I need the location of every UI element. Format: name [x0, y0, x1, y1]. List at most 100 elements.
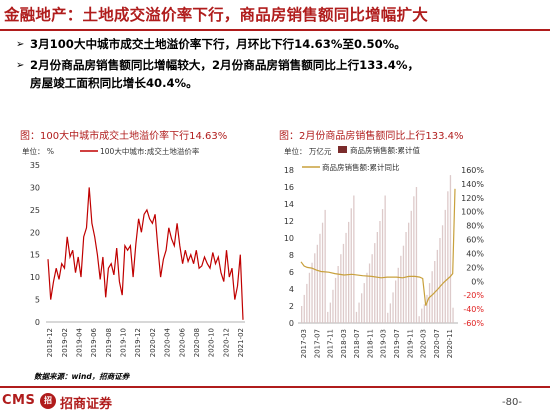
yoy-growth-line — [300, 188, 456, 306]
right-chart-title: 图：2月份商品房销售额同比上行133.4% — [279, 131, 464, 142]
cumulative-sales-bar — [350, 208, 352, 324]
cumulative-sales-bar — [410, 210, 412, 323]
logo-cms-text: CMS — [2, 393, 36, 408]
x-tick-label: 2018-11 — [366, 329, 374, 358]
x-tick-label: 2019-12 — [134, 328, 142, 357]
cumulative-sales-bar — [355, 311, 358, 323]
land-premium-chart: 单位： % 100大中城市:成交土地溢价率 0 5 10 15 20 25 30 35 2018-1… — [22, 146, 245, 357]
cumulative-sales-bar — [337, 266, 339, 323]
cumulative-sales-bar — [340, 254, 342, 323]
cumulative-sales-bar — [397, 267, 399, 324]
y-tick-label: 20 — [30, 228, 40, 237]
cumulative-sales-bar — [368, 263, 371, 323]
cumulative-sales-bar — [444, 209, 446, 323]
cumulative-sales-bar — [361, 293, 363, 324]
cumulative-sales-bar — [431, 271, 433, 323]
x-tick-label: 2018-12 — [46, 328, 54, 357]
cumulative-sales-bar — [345, 232, 347, 323]
y-left-tick-label: 6 — [289, 268, 294, 277]
unit-label: 单位： 万亿元 — [284, 146, 332, 156]
x-tick-label: 2019-10 — [120, 328, 128, 357]
cumulative-sales-bar — [314, 253, 316, 323]
cumulative-sales-bar — [353, 195, 355, 323]
x-tick-label: 2019-11 — [406, 329, 414, 358]
x-tick-label: 2019-08 — [105, 328, 113, 357]
y-tick-label: 30 — [30, 183, 40, 192]
title-divider — [0, 29, 550, 31]
cumulative-sales-bar — [311, 262, 313, 323]
cumulative-sales-bar — [387, 312, 389, 323]
cumulative-sales-bar — [447, 191, 449, 324]
cumulative-sales-bar — [449, 175, 452, 323]
cumulative-sales-bar — [439, 238, 441, 323]
y-right-tick-label: 140% — [461, 180, 484, 189]
x-tick-label: 2019-04 — [75, 327, 83, 357]
logo-chinese-name: 招商证券 — [60, 397, 113, 412]
y-left-tick-label: 8 — [289, 251, 294, 260]
x-tick-label: 2018-03 — [340, 329, 348, 358]
cumulative-sales-bar — [423, 304, 426, 323]
y-left-tick-label: 10 — [284, 234, 294, 243]
cumulative-sales-bar — [436, 249, 439, 323]
legend-label-yoy: 商品房销售额:累计同比 — [322, 162, 400, 172]
page-title: 金融地产：土地成交溢价率下行，商品房销售额同比增幅扩大 — [4, 6, 428, 24]
cumulative-sales-bar — [308, 272, 311, 323]
cumulative-sales-bar — [316, 244, 319, 323]
y-left-tick-label: 18 — [284, 166, 294, 175]
y-right-tick-label: 80% — [466, 222, 484, 231]
y-left-tick-label: 4 — [289, 285, 294, 294]
x-tick-label: 2017-11 — [327, 329, 335, 358]
cumulative-sales-bar — [379, 221, 381, 323]
cumulative-sales-bar — [441, 225, 444, 323]
x-tick-label: 2017-03 — [300, 329, 308, 358]
y-tick-label: 0 — [35, 318, 40, 327]
x-tick-label: 2020-02 — [149, 328, 157, 357]
y-right-tick-label: -60% — [463, 319, 484, 328]
y-right-tick-label: 120% — [461, 194, 484, 203]
legend-label-cumulative: 商品房销售额:累计值 — [350, 145, 421, 155]
cumulative-sales-bar — [408, 222, 410, 323]
y-left-tick-label: 2 — [289, 302, 294, 311]
page-number: -80- — [502, 397, 522, 408]
bullet-1-text: 3月100大中城市成交土地溢价率下行，月环比下行14.63%至0.50%。 — [30, 37, 406, 51]
cumulative-sales-bar — [374, 243, 376, 323]
x-tick-label: 2019-07 — [393, 329, 401, 358]
y-right-tick-label: 20% — [466, 263, 484, 272]
x-tick-label: 2020-12 — [222, 328, 230, 357]
bullet-2-continued: 房屋竣工面积同比增长40.4%。 — [30, 75, 198, 91]
cumulative-sales-bar — [332, 289, 334, 323]
cumulative-sales-bar — [319, 233, 321, 324]
y-left-tick-label: 12 — [284, 217, 294, 226]
cumulative-sales-bar — [371, 254, 373, 323]
bullet-2: ➢ 2月份商品房销售额同比增幅较大，2月份商品房销售额同比上行133.4%， — [16, 57, 419, 73]
y-tick-label: 35 — [30, 161, 40, 170]
x-tick-label: 2020-03 — [420, 329, 428, 358]
cumulative-sales-bar — [392, 292, 394, 323]
x-tick-label: 2020-07 — [433, 329, 441, 358]
y-tick-label: 15 — [30, 251, 40, 260]
cumulative-sales-bar — [301, 306, 303, 323]
land-premium-line — [47, 187, 244, 320]
cumulative-sales-bar — [321, 222, 324, 323]
y-right-tick-label: -20% — [463, 291, 484, 300]
x-tick-label: 2020-08 — [193, 328, 201, 357]
cumulative-sales-bar — [402, 245, 405, 323]
legend-label: 100大中城市:成交土地溢价率 — [100, 146, 200, 156]
left-chart-title: 图：100大中城市成交土地溢价率下行14.63% — [20, 131, 228, 142]
cumulative-sales-bar — [400, 255, 402, 323]
cumulative-sales-bar — [342, 243, 345, 323]
y-left-tick-label: 14 — [284, 200, 294, 209]
bullet-1: ➢ 3月100大中城市成交土地溢价率下行，月环比下行14.63%至0.50%。 — [16, 36, 406, 52]
cumulative-sales-bar — [366, 272, 368, 323]
y-right-tick-label: 40% — [466, 249, 484, 258]
y-tick-label: 5 — [35, 296, 40, 305]
y-tick-label: 25 — [30, 206, 40, 215]
cumulative-sales-bar — [384, 195, 386, 323]
y-left-tick-label: 16 — [284, 183, 294, 192]
data-source-note: 数据来源：wind，招商证券 — [34, 372, 130, 381]
cumulative-sales-bar — [306, 283, 308, 323]
company-logo: CMS 招 招商证券 — [2, 392, 142, 412]
cumulative-sales-bar — [329, 302, 332, 323]
cumulative-sales-bar — [303, 294, 305, 323]
bullet-2-continued-text: 房屋竣工面积同比增长40.4%。 — [30, 76, 198, 90]
